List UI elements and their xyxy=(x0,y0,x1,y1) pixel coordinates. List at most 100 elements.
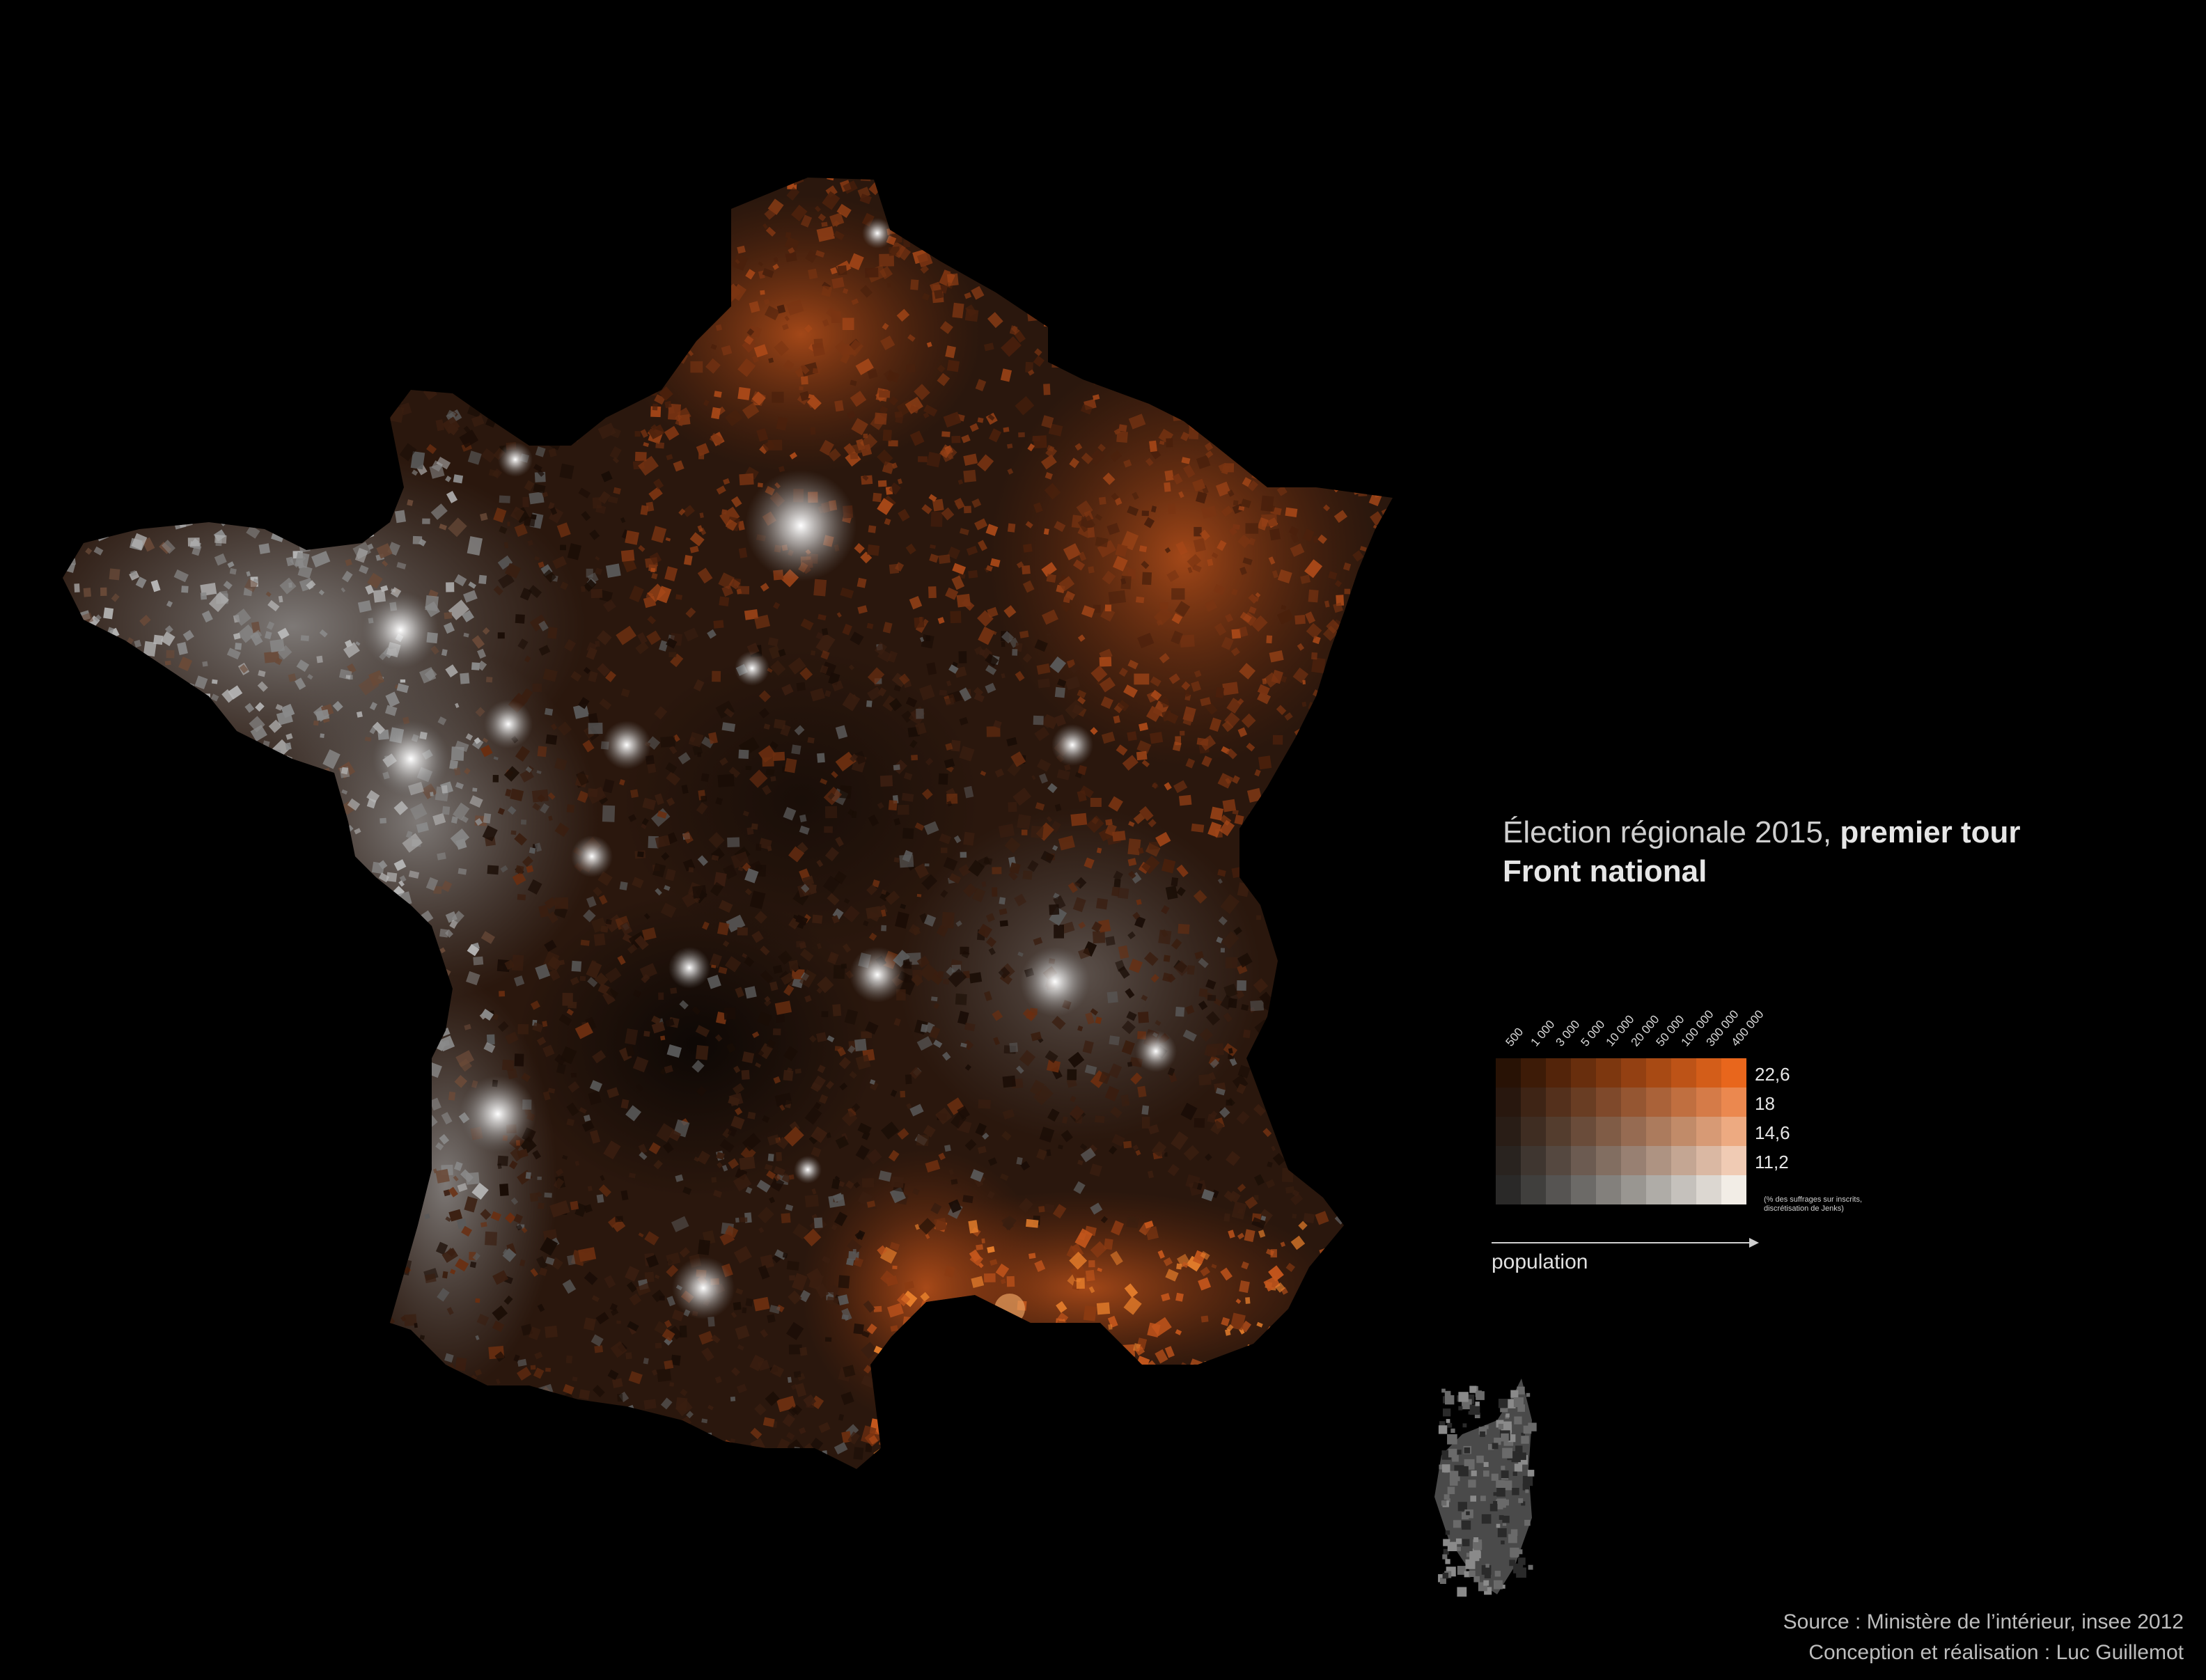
commune-cell xyxy=(63,1193,73,1205)
commune-cell xyxy=(1290,359,1306,376)
commune-cell xyxy=(824,1337,832,1342)
commune-cell xyxy=(189,1237,197,1247)
commune-cell xyxy=(1236,964,1248,975)
commune-cell xyxy=(733,1301,742,1311)
commune-cell xyxy=(361,211,370,218)
commune-cell xyxy=(630,789,639,799)
commune-cell xyxy=(1097,1267,1103,1272)
commune-cell xyxy=(583,299,599,314)
commune-cell xyxy=(1240,498,1251,508)
commune-cell xyxy=(1327,792,1335,800)
commune-cell xyxy=(435,1448,451,1464)
commune-cell xyxy=(532,803,541,811)
commune-cell xyxy=(1265,1179,1276,1188)
commune-cell xyxy=(325,792,339,805)
commune-cell xyxy=(246,1303,253,1310)
commune-cell xyxy=(446,582,455,592)
commune-cell xyxy=(309,931,324,943)
commune-cell xyxy=(316,425,329,439)
commune-cell xyxy=(532,328,542,338)
commune-cell xyxy=(447,1464,454,1469)
commune-cell xyxy=(380,256,394,271)
commune-cell xyxy=(1141,510,1149,517)
commune-cell xyxy=(1075,354,1088,366)
commune-cell xyxy=(553,906,568,918)
commune-cell xyxy=(182,1254,189,1263)
commune-cell xyxy=(282,1010,295,1023)
commune-cell xyxy=(1310,432,1322,447)
commune-cell xyxy=(282,1060,291,1069)
commune-cell xyxy=(862,1178,875,1188)
commune-cell xyxy=(519,1259,526,1266)
commune-cell xyxy=(1393,982,1406,996)
commune-cell xyxy=(313,720,319,726)
commune-cell xyxy=(384,1389,393,1396)
commune-cell xyxy=(370,356,378,364)
commune-cell xyxy=(98,1427,109,1436)
commune-cell xyxy=(279,348,288,356)
commune-cell xyxy=(753,1049,765,1060)
commune-cell xyxy=(95,1295,105,1305)
commune-cell xyxy=(1034,348,1042,356)
commune-cell xyxy=(1285,1007,1301,1021)
commune-cell xyxy=(839,785,852,799)
commune-cell xyxy=(886,1412,900,1426)
commune-cell xyxy=(242,843,258,857)
commune-cell xyxy=(230,899,237,907)
commune-cell xyxy=(529,266,538,276)
commune-cell xyxy=(198,391,214,407)
commune-cell xyxy=(248,1110,258,1119)
commune-cell xyxy=(351,888,363,900)
commune-cell xyxy=(340,890,349,900)
commune-cell xyxy=(115,1365,132,1384)
commune-cell xyxy=(358,1457,373,1469)
commune-cell xyxy=(604,229,611,235)
commune-cell xyxy=(1122,221,1129,228)
commune-cell xyxy=(793,1371,801,1378)
commune-cell xyxy=(1279,1130,1292,1141)
commune-cell xyxy=(1070,1095,1077,1103)
commune-cell xyxy=(1212,365,1220,373)
commune-cell xyxy=(1391,1297,1393,1313)
commune-cell xyxy=(575,203,595,221)
commune-cell xyxy=(520,213,532,223)
commune-cell xyxy=(1301,333,1311,342)
commune-cell xyxy=(704,1468,720,1469)
commune-cell xyxy=(123,1278,141,1296)
commune-cell xyxy=(269,427,274,434)
commune-cell xyxy=(1135,257,1141,262)
commune-cell xyxy=(372,1289,379,1296)
commune-cell xyxy=(1265,1051,1281,1067)
commune-cell xyxy=(1180,634,1195,647)
commune-cell xyxy=(198,178,212,189)
commune-cell xyxy=(63,817,68,827)
commune-cell xyxy=(1205,979,1217,990)
commune-cell xyxy=(1038,1206,1045,1213)
commune-cell xyxy=(275,949,281,955)
commune-cell xyxy=(1001,673,1006,679)
commune-cell xyxy=(612,457,620,464)
commune-cell xyxy=(902,1329,914,1340)
commune-cell xyxy=(723,1007,736,1020)
commune-cell xyxy=(508,335,523,349)
commune-cell xyxy=(83,402,98,416)
commune-cell xyxy=(382,1220,398,1234)
commune-cell xyxy=(1400,751,1411,763)
commune-cell xyxy=(801,376,808,385)
commune-cell xyxy=(365,1229,384,1248)
commune-cell xyxy=(261,1103,268,1109)
commune-cell xyxy=(1206,237,1220,251)
commune-cell xyxy=(1030,302,1044,317)
commune-cell xyxy=(746,170,753,176)
commune-cell xyxy=(767,1153,774,1162)
commune-cell xyxy=(345,1241,352,1248)
commune-cell xyxy=(413,1473,424,1484)
commune-cell xyxy=(119,939,131,952)
commune-cell xyxy=(222,1081,237,1095)
commune-cell xyxy=(70,450,81,460)
commune-cell xyxy=(1054,257,1063,265)
commune-cell xyxy=(63,1153,65,1170)
commune-cell xyxy=(359,510,377,530)
commune-cell xyxy=(497,555,513,570)
commune-cell xyxy=(233,632,241,640)
